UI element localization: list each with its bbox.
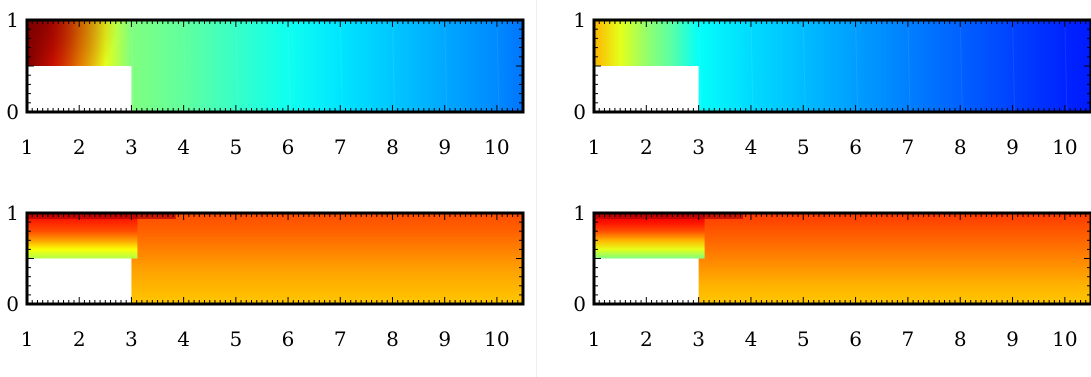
x-tick-label: 1 [588, 327, 601, 351]
obstacle-block [27, 258, 132, 304]
contour-level-line [1064, 20, 1068, 112]
x-tick-label: 2 [73, 327, 86, 351]
y-tick-label: 0 [6, 100, 19, 124]
x-tick-label: 9 [438, 327, 451, 351]
x-tick-label: 5 [229, 135, 242, 159]
wall-hot-band [594, 213, 744, 219]
contour-level-line [496, 20, 500, 112]
x-tick-label: 5 [229, 327, 242, 351]
wall-hot-band [27, 213, 176, 219]
contour-level-line [391, 20, 395, 112]
x-tick-label: 5 [797, 135, 810, 159]
x-tick-label: 7 [902, 135, 915, 159]
contour-level-line [287, 20, 291, 112]
x-tick-label: 1 [21, 135, 34, 159]
x-tick-label: 3 [692, 327, 705, 351]
contour-level-line [698, 20, 702, 112]
y-tick-label: 0 [573, 100, 586, 124]
y-tick-label: 1 [6, 8, 19, 32]
panel-divider [536, 0, 537, 377]
x-tick-label: 4 [745, 135, 758, 159]
x-tick-label: 2 [640, 135, 653, 159]
x-tick-label: 6 [849, 135, 862, 159]
x-tick-label: 10 [1052, 327, 1077, 351]
x-tick-label: 10 [484, 327, 509, 351]
inlet-hotspot [27, 20, 147, 66]
x-tick-label: 4 [177, 327, 190, 351]
y-tick-label: 0 [573, 292, 586, 316]
inlet-channel-fill [27, 213, 138, 259]
x-tick-label: 6 [849, 327, 862, 351]
x-tick-label: 1 [21, 327, 34, 351]
obstacle-block [594, 258, 699, 304]
x-tick-label: 8 [954, 327, 967, 351]
obstacle-block [27, 66, 132, 112]
x-tick-label: 3 [692, 135, 705, 159]
x-tick-label: 7 [334, 135, 347, 159]
y-tick-label: 0 [6, 292, 19, 316]
contour-level-line [183, 20, 187, 112]
x-tick-label: 7 [334, 327, 347, 351]
x-tick-label: 7 [902, 327, 915, 351]
x-tick-label: 8 [954, 135, 967, 159]
contour-level-line [959, 20, 963, 112]
x-tick-label: 6 [282, 327, 295, 351]
contour-level-line [802, 20, 806, 112]
x-tick-label: 8 [386, 327, 399, 351]
contour-level-line [1012, 20, 1016, 112]
x-tick-label: 9 [1006, 135, 1019, 159]
x-tick-label: 9 [438, 135, 451, 159]
x-tick-label: 3 [125, 135, 138, 159]
x-tick-label: 10 [484, 135, 509, 159]
x-tick-label: 4 [745, 327, 758, 351]
contour-level-line [750, 20, 754, 112]
y-tick-label: 1 [573, 8, 586, 32]
contour-level-line [855, 20, 859, 112]
contour-level-line [444, 20, 448, 112]
x-tick-label: 5 [797, 327, 810, 351]
x-tick-label: 6 [282, 135, 295, 159]
x-tick-label: 8 [386, 135, 399, 159]
x-tick-label: 1 [588, 135, 601, 159]
y-tick-label: 1 [6, 201, 19, 225]
x-tick-label: 4 [177, 135, 190, 159]
contour-level-line [907, 20, 911, 112]
y-tick-label: 1 [573, 201, 586, 225]
x-tick-label: 9 [1006, 327, 1019, 351]
obstacle-block [594, 66, 699, 112]
x-tick-label: 3 [125, 327, 138, 351]
contour-level-line [235, 20, 239, 112]
contour-level-line [339, 20, 343, 112]
x-tick-label: 2 [73, 135, 86, 159]
x-tick-label: 2 [640, 327, 653, 351]
inlet-channel-fill [594, 213, 705, 259]
x-tick-label: 10 [1052, 135, 1077, 159]
